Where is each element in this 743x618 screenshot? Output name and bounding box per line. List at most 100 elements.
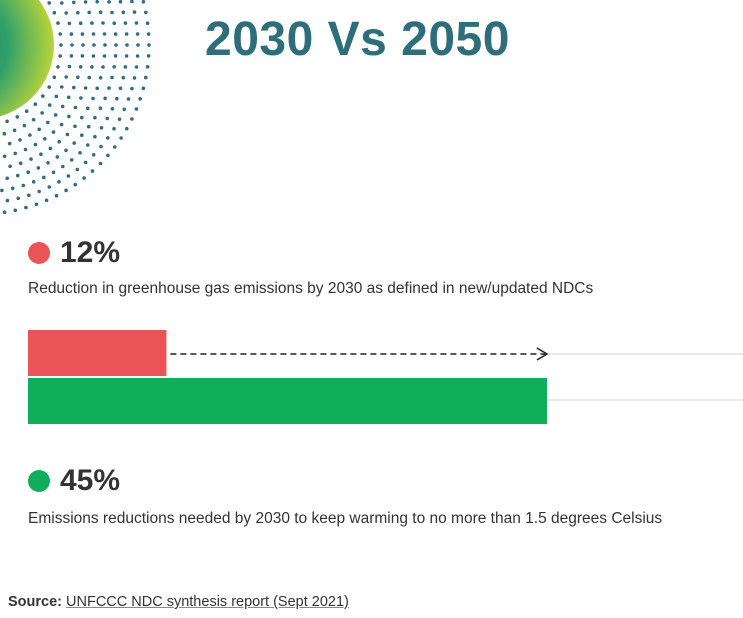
ring-dot	[80, 54, 85, 58]
ring-dot	[136, 43, 140, 47]
ring-dot	[103, 96, 107, 101]
ring-dot	[95, 0, 99, 4]
stat-needed-reduction: 45%	[28, 464, 120, 498]
ring-dot	[47, 85, 51, 89]
ring-dot	[18, 161, 23, 165]
decorative-dot-circle	[0, 0, 151, 214]
source-link[interactable]: UNFCCC NDC synthesis report (Sept 2021)	[66, 594, 349, 610]
ring-dot	[21, 183, 26, 188]
ring-dot	[48, 146, 53, 151]
ring-dot	[39, 152, 43, 156]
ring-dot	[47, 185, 52, 189]
ring-dot	[44, 198, 49, 203]
ring-dot	[83, 86, 88, 90]
ring-dot	[115, 96, 119, 101]
ring-dot	[145, 21, 150, 26]
ring-dot	[57, 180, 61, 184]
ring-dot	[47, 1, 51, 5]
ring-dot	[16, 196, 21, 201]
ring-dot	[73, 105, 78, 110]
ring-dot	[86, 143, 90, 147]
ring-dot	[122, 107, 127, 112]
ring-dot	[138, 97, 142, 101]
stat-ndc-reduction: 12%	[28, 236, 120, 270]
ring-dot	[105, 116, 110, 121]
stat-value: 12%	[60, 236, 121, 269]
ring-dot	[78, 65, 83, 69]
ring-dot	[121, 75, 126, 80]
ring-dot	[121, 10, 126, 15]
ring-dot	[114, 43, 118, 47]
ring-dot	[106, 153, 110, 158]
ring-dot	[60, 1, 64, 5]
ring-dot	[54, 94, 59, 99]
ring-dot	[118, 86, 123, 91]
ring-dot	[40, 111, 44, 115]
ring-dot	[67, 21, 72, 26]
ring-dot	[83, 0, 88, 4]
ring-dot	[113, 54, 118, 58]
ring-dot	[134, 65, 139, 69]
ring-dot	[91, 153, 96, 157]
ring-dot	[5, 176, 9, 181]
ring-dot	[10, 186, 15, 191]
ring-dot	[31, 180, 36, 184]
ring-dot	[69, 54, 74, 58]
ring-dot	[81, 43, 85, 47]
ring-dot	[76, 75, 80, 80]
ring-dot	[93, 115, 97, 120]
ring-dot	[42, 175, 46, 180]
ring-dot	[93, 134, 97, 139]
ring-dot	[91, 32, 96, 36]
ring-dot	[112, 21, 116, 26]
ring-dot	[15, 115, 20, 119]
ring-dot	[80, 32, 85, 36]
ring-dot	[98, 106, 103, 110]
ring-dot	[29, 157, 33, 161]
ring-dot	[90, 169, 95, 173]
ring-dot	[70, 43, 74, 47]
ring-dot	[112, 65, 116, 69]
stat-value: 45%	[60, 464, 121, 497]
ring-dot	[101, 65, 105, 69]
arrow-head-icon	[536, 347, 549, 361]
ring-dot	[107, 86, 111, 90]
ring-dot	[102, 54, 107, 58]
ring-dot	[69, 158, 74, 162]
ring-dot	[125, 126, 129, 131]
ring-dot	[5, 198, 10, 203]
ring-dot	[144, 10, 148, 15]
ring-dot	[76, 10, 80, 15]
page-title: 2030 Vs 2050	[205, 13, 510, 66]
ring-dot	[53, 113, 58, 117]
ring-dot	[64, 75, 68, 79]
ring-dot	[46, 161, 50, 165]
ring-dot	[64, 148, 68, 153]
ring-dot	[124, 32, 129, 36]
ring-dot	[86, 106, 90, 111]
ring-dot	[80, 133, 84, 137]
ring-dot	[13, 208, 18, 213]
ring-dot	[23, 147, 28, 152]
ring-dot	[58, 54, 62, 58]
ring-dot	[54, 193, 59, 198]
ring-dot	[60, 104, 65, 109]
ring-dot	[33, 142, 38, 147]
source-citation: Source: UNFCCC NDC synthesis report (Sep…	[8, 594, 349, 610]
ring-dot	[59, 122, 64, 127]
ring-dot	[82, 176, 86, 180]
ring-dot	[2, 154, 7, 159]
ring-dot	[87, 10, 91, 15]
ring-dot	[27, 193, 31, 198]
ring-dot	[18, 138, 22, 142]
ring-dot	[31, 117, 36, 122]
ring-dot	[64, 11, 68, 15]
ring-dot	[91, 96, 95, 101]
bar-needed-reduction	[28, 378, 547, 424]
ring-dot	[33, 102, 38, 106]
ring-dot	[130, 117, 134, 121]
comparison-bar-chart	[28, 330, 743, 424]
ring-dot	[124, 54, 129, 58]
ring-dot	[72, 141, 76, 145]
ring-dot	[60, 85, 64, 89]
